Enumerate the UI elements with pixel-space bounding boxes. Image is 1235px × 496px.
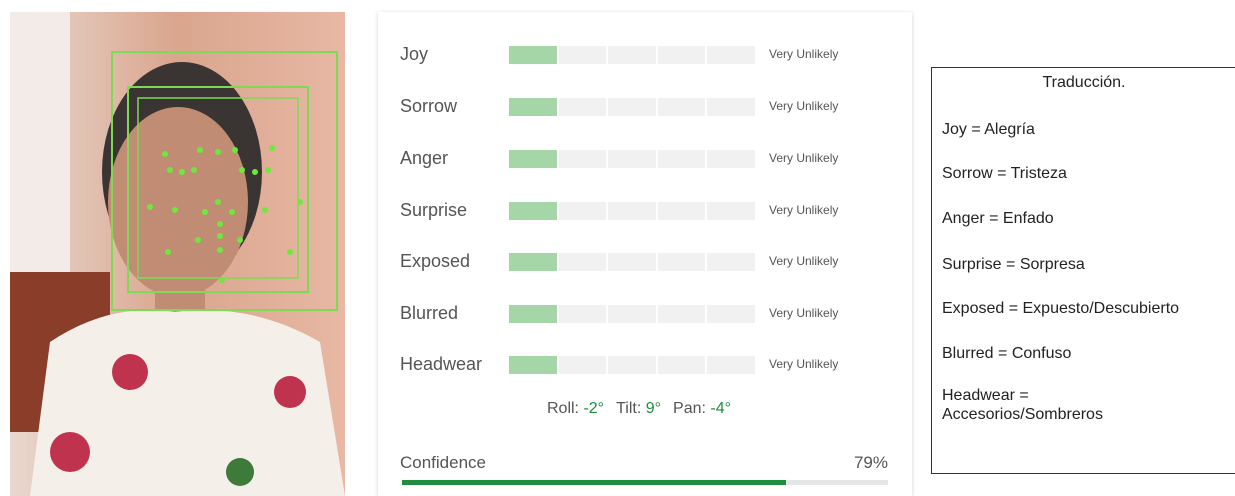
translation-line: Blurred = Confuso xyxy=(942,345,1072,362)
confidence-value: 79% xyxy=(853,453,888,472)
likelihood-label: Very Unlikely xyxy=(769,151,839,165)
angle-value: 9° xyxy=(645,400,662,417)
translation-line: Anger = Enfado xyxy=(942,210,1054,227)
bar-segment xyxy=(608,253,656,271)
bar-segment xyxy=(657,150,706,168)
angle-value: -4° xyxy=(710,400,732,417)
bar-segment xyxy=(707,305,755,323)
face xyxy=(108,107,248,297)
row-label: Surprise xyxy=(400,200,468,220)
angle-label: Roll: xyxy=(546,400,579,417)
row-label: Sorrow xyxy=(400,96,458,116)
bar-segment xyxy=(657,253,706,271)
likelihood-label: Very Unlikely xyxy=(769,99,839,113)
curtain xyxy=(10,12,70,312)
angles: Roll: -2° Tilt: 9° Pan: -4° xyxy=(378,400,912,418)
likelihood-bar xyxy=(509,46,755,64)
photo xyxy=(10,12,345,496)
bar-segment xyxy=(657,98,706,116)
translation-box: Traducción. Joy = Alegría Sorrow = Triste… xyxy=(931,67,1235,474)
bar-segment xyxy=(657,46,706,64)
row-label: Exposed xyxy=(400,251,471,271)
flower xyxy=(50,432,90,472)
likelihood-bar xyxy=(509,356,755,374)
leaf xyxy=(226,458,254,486)
translation-line: Joy = Alegría xyxy=(942,121,1035,138)
bar-segment xyxy=(657,202,706,220)
bar-segment xyxy=(608,150,656,168)
likelihood-bar xyxy=(509,98,755,116)
bar-segment xyxy=(558,253,607,271)
likelihood-label: Very Unlikely xyxy=(769,306,839,320)
bar-segment xyxy=(707,253,755,271)
bar-segment xyxy=(558,305,607,323)
row-label: Blurred xyxy=(400,303,459,323)
row-label: Joy xyxy=(400,44,429,64)
bar-segment xyxy=(707,98,755,116)
translation-line: Headwear = Accesorios/Sombreros xyxy=(942,387,1103,423)
bar-segment xyxy=(657,305,706,323)
bar-segment xyxy=(608,98,656,116)
confidence-fill xyxy=(402,480,786,485)
likelihood-label: Very Unlikely xyxy=(769,47,839,61)
row-label: Headwear xyxy=(400,354,483,374)
face-box xyxy=(137,97,299,279)
landmarks xyxy=(147,145,303,283)
row-label: Anger xyxy=(400,148,449,168)
translation-line: Exposed = Expuesto/Descubierto xyxy=(942,300,1180,317)
confidence-label: Confidence xyxy=(400,453,487,472)
bar-segment xyxy=(707,356,755,374)
bar-segment xyxy=(558,46,607,64)
bar-segment xyxy=(509,202,557,220)
bar-segment xyxy=(608,305,656,323)
likelihood-bar xyxy=(509,202,755,220)
bar-segment xyxy=(509,253,557,271)
flower xyxy=(274,376,306,408)
bar-segment xyxy=(509,356,557,374)
likelihood-bar xyxy=(509,305,755,323)
translation-title: Traducción. xyxy=(1042,74,1126,91)
flower xyxy=(112,354,148,390)
angle-label: Pan: xyxy=(673,400,706,417)
bar-segment xyxy=(608,356,656,374)
bar-segment xyxy=(608,46,656,64)
bar-segment xyxy=(608,202,656,220)
face-box xyxy=(111,51,338,311)
bar-segment xyxy=(657,356,706,374)
bar-segment xyxy=(707,150,755,168)
bar-segment xyxy=(707,202,755,220)
translation-line: Surprise = Sorpresa xyxy=(942,256,1085,273)
likelihood-label: Very Unlikely xyxy=(769,254,839,268)
bar-segment xyxy=(558,202,607,220)
analysis-panel: Joy Very Unlikely Sorrow Very Unlikely Anger… xyxy=(378,12,912,496)
shirt xyxy=(30,310,345,496)
likelihood-bar xyxy=(509,253,755,271)
translation-line: Sorrow = Tristeza xyxy=(942,165,1067,182)
bar-segment xyxy=(509,305,557,323)
bar-segment xyxy=(509,46,557,64)
likelihood-bar xyxy=(509,150,755,168)
angle-label: Tilt: xyxy=(616,400,642,417)
bar-segment xyxy=(558,356,607,374)
face-box xyxy=(127,86,309,293)
bar-segment xyxy=(558,98,607,116)
bar-segment xyxy=(558,150,607,168)
bar-segment xyxy=(509,150,557,168)
confidence-track xyxy=(402,480,888,485)
bar-segment xyxy=(707,46,755,64)
likelihood-label: Very Unlikely xyxy=(769,357,839,371)
bar-segment xyxy=(509,98,557,116)
angle-value: -2° xyxy=(583,400,605,417)
likelihood-label: Very Unlikely xyxy=(769,203,839,217)
